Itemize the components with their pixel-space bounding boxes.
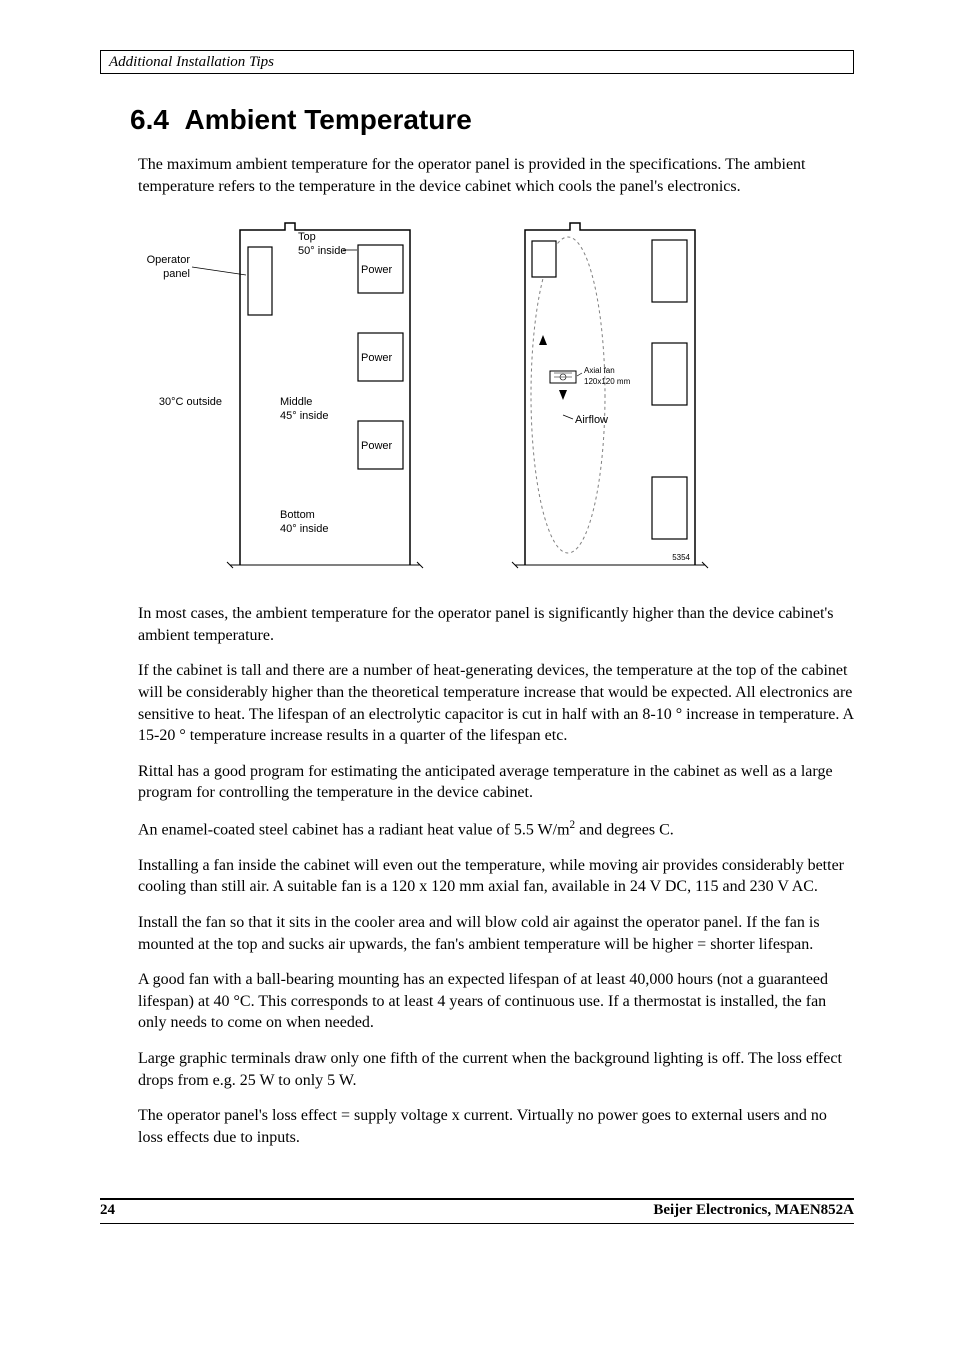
section-heading: 6.4 Ambient Temperature xyxy=(130,104,854,136)
page-header: Additional Installation Tips xyxy=(100,50,854,74)
page-number: 24 xyxy=(100,1202,115,1219)
axial-fan-label-2: 120x120 mm xyxy=(584,377,631,386)
temperature-diagram: Operator panel 30°C outside Top 50° insi… xyxy=(130,215,854,585)
paragraph-3: If the cabinet is tall and there are a n… xyxy=(138,660,854,746)
airflow-label: Airflow xyxy=(575,414,608,426)
top-label-2: 50° inside xyxy=(298,245,346,257)
power-label-1: Power xyxy=(361,264,393,276)
paragraph-5: An enamel-coated steel cabinet has a rad… xyxy=(138,818,854,841)
paragraph-4: Rittal has a good program for estimating… xyxy=(138,761,854,804)
paragraph-2: In most cases, the ambient temperature f… xyxy=(138,603,854,646)
paragraph-8: A good fan with a ball-bearing mounting … xyxy=(138,969,854,1034)
outside-temp-label: 30°C outside xyxy=(159,396,222,408)
power-label-3: Power xyxy=(361,440,393,452)
paragraph-7: Install the fan so that it sits in the c… xyxy=(138,912,854,955)
cabinet-diagram-svg: Operator panel 30°C outside Top 50° insi… xyxy=(130,215,720,575)
section-number: 6.4 xyxy=(130,104,169,135)
diagram-id: 5354 xyxy=(672,553,690,562)
page-footer: 24 Beijer Electronics, MAEN852A xyxy=(100,1198,854,1224)
header-title: Additional Installation Tips xyxy=(109,54,274,70)
bottom-label-2: 40° inside xyxy=(280,523,328,535)
middle-label-2: 45° inside xyxy=(280,410,328,422)
paragraph-6: Installing a fan inside the cabinet will… xyxy=(138,855,854,898)
operator-label-2: panel xyxy=(163,268,190,280)
footer-company: Beijer Electronics, MAEN852A xyxy=(653,1202,854,1219)
power-label-2: Power xyxy=(361,352,393,364)
top-label-1: Top xyxy=(298,231,316,243)
paragraph-9: Large graphic terminals draw only one fi… xyxy=(138,1048,854,1091)
paragraph-1: The maximum ambient temperature for the … xyxy=(138,154,854,197)
section-title-text: Ambient Temperature xyxy=(185,104,472,135)
bottom-label-1: Bottom xyxy=(280,509,315,521)
axial-fan-label-1: Axial fan xyxy=(584,366,615,375)
paragraph-10: The operator panel's loss effect = suppl… xyxy=(138,1105,854,1148)
operator-label: Operator xyxy=(147,254,191,266)
middle-label-1: Middle xyxy=(280,396,312,408)
